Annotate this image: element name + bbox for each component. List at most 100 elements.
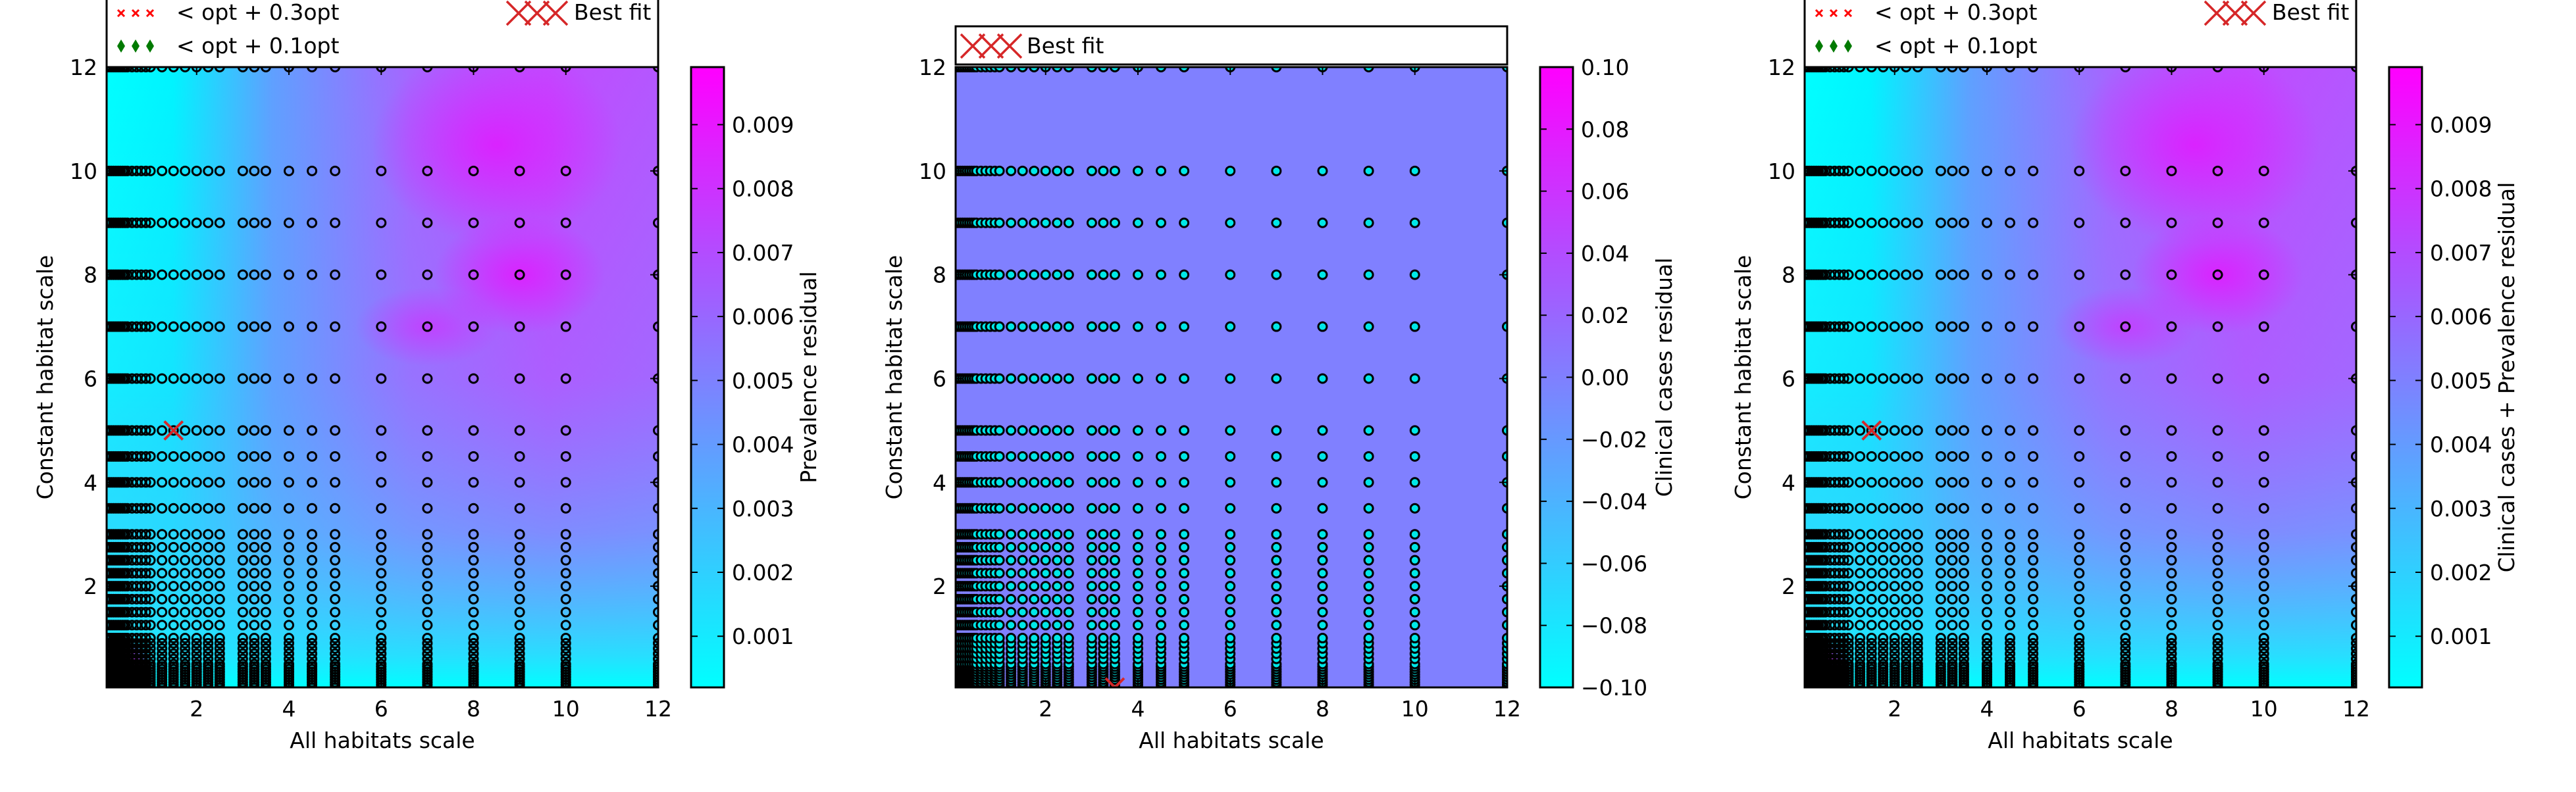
- sample-point: [1866, 373, 1877, 384]
- sample-point: [2005, 620, 2016, 631]
- sample-point: [1843, 643, 1854, 654]
- sample-point: [283, 529, 294, 540]
- sample-point: [1409, 593, 1420, 605]
- sample-point: [1017, 593, 1028, 605]
- sample-point: [1063, 373, 1074, 384]
- sample-point: [1317, 633, 1328, 644]
- sample-point: [1866, 451, 1877, 462]
- sample-point: [191, 637, 202, 649]
- sample-point: [1109, 67, 1120, 72]
- sample-point: [1935, 648, 1946, 659]
- sample-point: [2351, 555, 2356, 566]
- sample-point: [1052, 217, 1063, 228]
- sample-point: [1063, 581, 1074, 592]
- sample-point: [180, 477, 191, 488]
- sample-point: [1098, 165, 1109, 176]
- sample-point: [2120, 643, 2131, 654]
- sample-point: [2074, 269, 2085, 280]
- sample-point: [1981, 425, 1992, 436]
- sample-point: [237, 165, 248, 176]
- sample-point: [1901, 581, 1912, 592]
- x-stroke: [996, 33, 1023, 59]
- sample-point: [1901, 648, 1912, 659]
- sample-point: [1502, 67, 1507, 72]
- sample-point: [1363, 321, 1374, 332]
- sample-point: [1271, 321, 1282, 332]
- sample-point: [1843, 606, 1854, 618]
- sample-point: [560, 643, 571, 654]
- sample-point: [1901, 541, 1912, 553]
- sample-point: [2074, 637, 2085, 649]
- sample-point: [1029, 541, 1040, 553]
- sample-point: [468, 541, 479, 553]
- sample-point: [191, 425, 202, 436]
- sample-point: [1878, 653, 1889, 664]
- sample-point: [560, 637, 571, 649]
- sample-point: [136, 67, 147, 72]
- colorbar-tick-label: 0.006: [2430, 304, 2492, 330]
- sample-point: [214, 269, 225, 280]
- sample-point: [1889, 637, 1900, 649]
- sample-point: [1052, 503, 1063, 514]
- sample-point: [168, 477, 179, 488]
- sample-point: [203, 321, 214, 332]
- sample-point: [2074, 633, 2085, 644]
- sample-point: [203, 653, 214, 664]
- sample-point: [1040, 425, 1051, 436]
- sample-point: [2005, 581, 2016, 592]
- sample-point: [1052, 477, 1063, 488]
- sample-point: [1006, 606, 1017, 618]
- sample-point: [145, 593, 156, 605]
- sample-point: [422, 593, 433, 605]
- sample-point: [191, 581, 202, 592]
- sample-point: [140, 568, 151, 579]
- sample-point: [2351, 217, 2356, 228]
- sample-point: [330, 581, 341, 592]
- sample-point: [2351, 568, 2356, 579]
- sample-point: [1502, 503, 1507, 514]
- sample-point: [1889, 555, 1900, 566]
- sample-point: [1409, 503, 1420, 514]
- sample-point: [2074, 568, 2085, 579]
- sample-point: [1271, 217, 1282, 228]
- sample-point: [1958, 633, 1969, 644]
- sample-point: [2258, 648, 2269, 659]
- colorbar-tick-label: 0.005: [2430, 368, 2492, 393]
- sample-point: [653, 658, 658, 670]
- sample-point: [1901, 503, 1912, 514]
- sample-point: [514, 658, 525, 670]
- sample-point: [1156, 217, 1167, 228]
- sample-point: [1063, 477, 1074, 488]
- sample-point: [1981, 581, 1992, 592]
- sample-points: [1805, 67, 2356, 687]
- sample-point: [1958, 503, 1969, 514]
- colorbar-tick-label: 0.008: [2430, 176, 2492, 202]
- sample-point: [1063, 568, 1074, 579]
- sample-point: [140, 529, 151, 540]
- sample-point: [1878, 637, 1889, 649]
- legend: < opt + 0.3opt < opt + 0.1opt Best fit: [1803, 0, 2357, 67]
- sample-point: [560, 620, 571, 631]
- sample-point: [2351, 606, 2356, 618]
- sample-point: [1063, 165, 1074, 176]
- sample-point: [1981, 477, 1992, 488]
- sample-point: [260, 555, 271, 566]
- sample-point: [330, 321, 341, 332]
- sample-point: [1109, 581, 1120, 592]
- sample-point: [2166, 373, 2177, 384]
- sample-point: [1040, 529, 1051, 540]
- sample-point: [2166, 555, 2177, 566]
- sample-point: [168, 633, 179, 644]
- sample-point: [260, 269, 271, 280]
- sample-point: [1889, 217, 1900, 228]
- sample-point: [157, 529, 168, 540]
- sample-point: [122, 67, 133, 72]
- sample-point: [2351, 653, 2356, 664]
- sample-point: [1317, 477, 1328, 488]
- sample-point: [1838, 503, 1849, 514]
- sample-point: [1006, 620, 1017, 631]
- sample-point: [376, 321, 387, 332]
- sample-point: [1179, 217, 1190, 228]
- sample-point: [1878, 633, 1889, 644]
- sample-point: [330, 637, 341, 649]
